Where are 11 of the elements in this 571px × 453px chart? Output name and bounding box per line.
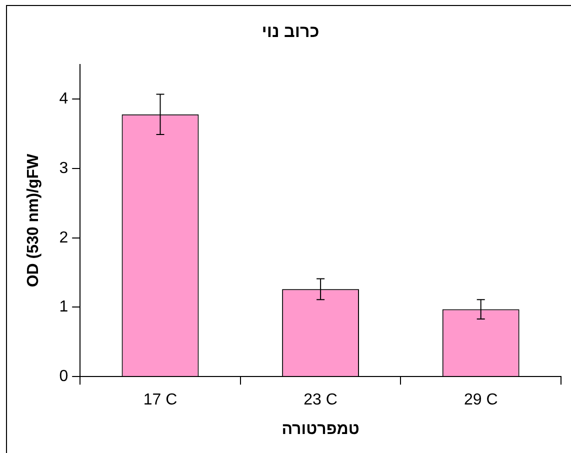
- x-axis-title: טמפרטורה: [282, 420, 360, 438]
- x-tick-label: 23 C: [304, 392, 338, 409]
- y-axis-title: OD (530 nm)/gFW: [25, 152, 42, 288]
- x-tick-label: 29 C: [464, 392, 498, 409]
- y-tick-label: 2: [59, 229, 68, 246]
- chart-title: כרוב נוי: [262, 22, 320, 41]
- x-tick-label: 17 C: [143, 392, 178, 409]
- y-tick-label: 4: [59, 90, 68, 108]
- y-tick-label: 3: [59, 160, 68, 177]
- y-tick-label: 1: [59, 298, 68, 316]
- y-tick-label: 0: [59, 368, 68, 386]
